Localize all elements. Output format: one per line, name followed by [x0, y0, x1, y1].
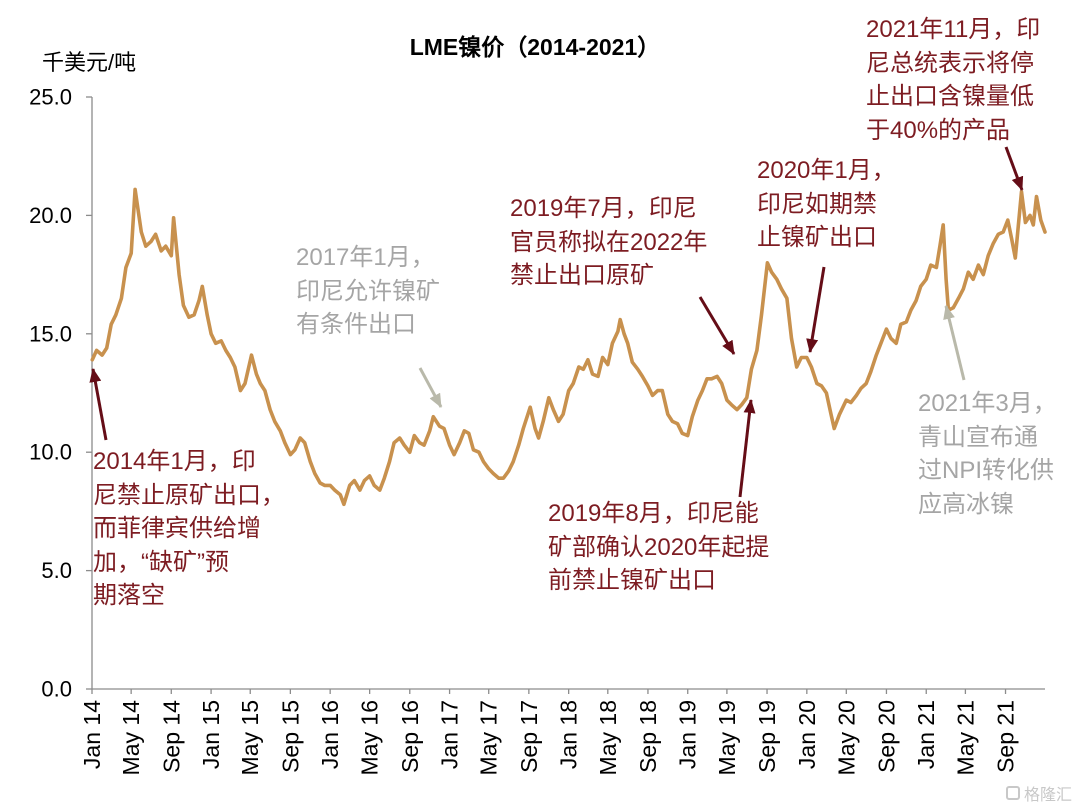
annotation-line: 官员称拟在2022年: [510, 228, 708, 256]
annotation-line: 而菲律宾供给增: [93, 515, 261, 542]
x-tick-label: Sep 20: [873, 700, 899, 773]
arrow-2020-01: [806, 266, 826, 353]
x-tick-label: Jan 16: [317, 700, 343, 769]
x-tick-label: Sep 16: [397, 700, 423, 773]
watermark-text: 格隆汇: [1023, 787, 1072, 804]
x-tick-label: Sep 21: [993, 700, 1019, 773]
y-tick-label: 20.0: [29, 203, 72, 228]
annotation-arrows: [89, 146, 1024, 498]
annotation-2014-01: 2014年1月，印 尼禁止原矿出口， 而菲律宾供给增 加，“缺矿”预 期落空: [93, 445, 285, 613]
x-tick-label: Sep 17: [516, 700, 542, 773]
y-axis-unit-label: 千美元/吨: [42, 50, 137, 75]
annotation-line: 矿部确认2020年起提: [548, 533, 770, 561]
x-tick-label: Jan 20: [794, 700, 820, 769]
annotation-line: 前禁止镍矿出口: [548, 567, 716, 594]
annotation-line: 期落空: [93, 582, 165, 609]
arrow-2021-03: [943, 305, 966, 381]
annotation-line: 印尼允许镍矿: [296, 277, 440, 305]
x-tick-label: May 18: [595, 700, 621, 775]
y-tick-label: 5.0: [41, 558, 72, 583]
annotation-line: 加，“缺矿”预: [93, 548, 229, 576]
x-tick-label: Jan 14: [79, 700, 105, 769]
annotation-line: 青山宣布通: [918, 423, 1038, 451]
y-tick-label: 15.0: [29, 321, 72, 346]
annotation-2021-03: 2021年3月， 青山宣布通 过NPI转化供 应高冰镍: [918, 387, 1057, 521]
x-tick-label: May 16: [357, 700, 383, 775]
annotation-2020-01: 2020年1月， 印尼如期禁 止镍矿出口: [757, 154, 896, 255]
annotation-line: 2019年8月，印尼能: [548, 500, 759, 527]
x-tick-label: Jan 17: [437, 700, 463, 769]
x-tick-label: May 20: [833, 700, 859, 775]
x-tick-label: Jan 18: [556, 700, 582, 769]
x-tick-label: Jan 21: [913, 700, 939, 769]
x-tick-label: Sep 15: [277, 700, 303, 773]
y-tick-label: 25.0: [29, 85, 72, 110]
annotation-2017-01: 2017年1月， 印尼允许镍矿 有条件出口: [296, 241, 440, 342]
arrow-2019-07: [698, 296, 736, 355]
annotation-line: 尼禁止原矿出口，: [93, 481, 285, 509]
arrow-2017-01: [418, 367, 443, 408]
x-tick-label: May 17: [476, 700, 502, 775]
annotation-line: 应高冰镍: [918, 490, 1014, 518]
annotation-line: 2021年11月，印: [866, 16, 1041, 43]
x-tick-label: Jan 15: [198, 700, 224, 769]
annotation-line: 2014年1月，印: [93, 448, 256, 475]
annotation-line: 2017年1月，: [296, 244, 435, 271]
y-tick-label: 10.0: [29, 440, 72, 465]
annotation-line: 印尼如期禁: [757, 190, 877, 218]
watermark-icon: [1005, 786, 1020, 800]
arrow-2019-08: [738, 399, 756, 498]
x-ticks: Jan 14 May 14 Sep 14 Jan 15 May 15 Sep 15 Jan …: [79, 689, 1019, 775]
annotation-2019-08: 2019年8月，印尼能 矿部确认2020年起提 前禁止镍矿出口: [548, 497, 769, 598]
watermark-logo: 格隆汇: [1005, 781, 1072, 805]
annotation-line: 止出口含镍量低: [866, 83, 1034, 110]
chart-title: LME镍价（2014-2021）: [409, 34, 661, 60]
x-tick-label: Jan 19: [675, 700, 701, 769]
x-tick-label: May 19: [714, 700, 740, 775]
y-ticks: 0.0 5.0 10.0 15.0 20.0 25.0: [29, 85, 92, 702]
x-tick-label: Sep 18: [635, 700, 661, 773]
x-tick-label: Sep 19: [754, 700, 780, 773]
annotation-line: 有条件出口: [296, 311, 416, 338]
annotation-2019-07: 2019年7月，印尼 官员称拟在2022年 禁止出口原矿: [510, 192, 707, 293]
arrow-2021-11: [1004, 146, 1024, 191]
annotation-line: 2020年1月，: [757, 157, 896, 184]
x-tick-label: May 15: [237, 700, 263, 775]
annotation-2021-11: 2021年11月，印 尼总统表示将停 止出口含镍量低 于40%的产品: [866, 13, 1040, 147]
annotation-line: 于40%的产品: [866, 116, 1011, 144]
annotation-line: 2019年7月，印尼: [510, 195, 697, 222]
x-tick-label: Sep 14: [158, 700, 184, 773]
annotation-line: 过NPI转化供: [918, 457, 1055, 484]
x-tick-label: May 21: [952, 700, 978, 775]
annotation-line: 禁止出口原矿: [510, 262, 654, 289]
price-line: [90, 187, 1047, 507]
annotation-line: 止镍矿出口: [757, 224, 877, 251]
y-tick-label: 0.0: [41, 677, 72, 702]
annotation-line: 尼总统表示将停: [866, 49, 1034, 77]
annotation-line: 2021年3月，: [918, 390, 1057, 417]
arrow-2014-01: [89, 368, 108, 441]
x-tick-label: May 14: [118, 700, 144, 776]
